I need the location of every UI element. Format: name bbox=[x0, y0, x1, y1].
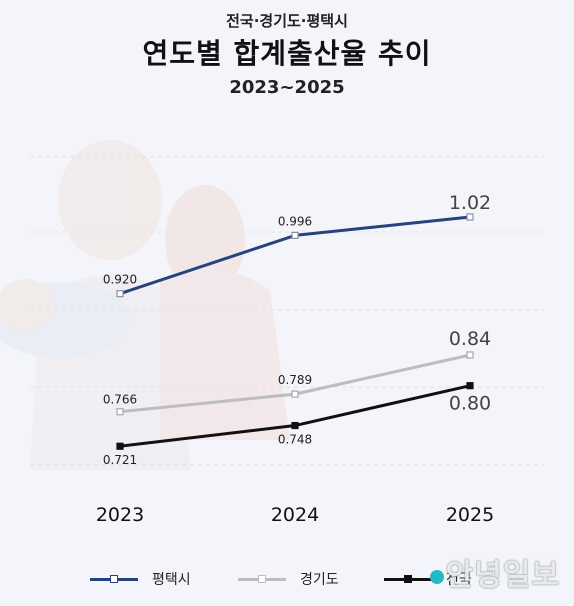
legend-item-gyeonggi: 경기도 bbox=[238, 565, 339, 593]
legend-label-national: 전국 bbox=[446, 572, 472, 588]
legend-item-pyeongtaek: 평택시 bbox=[90, 565, 191, 593]
data-point bbox=[116, 442, 124, 450]
logo-dot-icon bbox=[429, 569, 444, 584]
data-label: 0.721 bbox=[103, 453, 137, 467]
data-point bbox=[466, 213, 474, 221]
data-point bbox=[466, 382, 474, 390]
legend-label-pyeongtaek: 평택시 bbox=[152, 572, 191, 588]
data-label: 0.920 bbox=[103, 273, 137, 287]
legend-marker-icon bbox=[110, 574, 118, 583]
series-1: 0.766 0.789 0.84 bbox=[103, 328, 491, 416]
x-axis-ticks: 2023 2024 2025 bbox=[96, 504, 494, 526]
data-label: 1.02 bbox=[449, 192, 491, 214]
series-0: 0.920 0.996 1.02 bbox=[103, 192, 491, 298]
x-tick-label: 2025 bbox=[446, 504, 494, 526]
chart-period: 2023~2025 bbox=[229, 77, 345, 98]
data-label: 0.789 bbox=[278, 373, 312, 387]
legend-swatch-pyeongtaek bbox=[90, 574, 138, 583]
x-tick-label: 2024 bbox=[271, 504, 319, 526]
legend-swatch-gyeonggi bbox=[238, 574, 286, 583]
legend-marker-icon bbox=[404, 574, 412, 583]
legend-swatch-national bbox=[384, 574, 432, 583]
watermark-logo: 안녕일보 bbox=[429, 550, 560, 594]
x-tick-label: 2023 bbox=[96, 504, 144, 526]
legend-marker-icon bbox=[258, 574, 266, 583]
data-point bbox=[291, 390, 299, 398]
data-point bbox=[291, 231, 299, 239]
gridlines bbox=[30, 156, 544, 466]
data-label: 0.996 bbox=[278, 214, 312, 228]
legend-item-national: 전국 bbox=[384, 565, 472, 593]
data-point bbox=[116, 290, 124, 298]
watermark-text: 안녕일보 bbox=[445, 558, 560, 593]
legend-label-gyeonggi: 경기도 bbox=[300, 572, 339, 588]
data-label: 0.748 bbox=[278, 433, 312, 447]
data-point bbox=[466, 351, 474, 359]
series-layer: 0.9200.9961.020.7660.7890.840.7210.7480.… bbox=[103, 192, 491, 467]
data-label: 0.766 bbox=[103, 393, 137, 407]
family-illustration bbox=[0, 140, 290, 470]
data-label: 0.84 bbox=[449, 328, 491, 350]
series-2: 0.721 0.748 0.80 bbox=[103, 382, 491, 467]
chart-subtitle: 전국·경기도·평택시 bbox=[226, 12, 348, 30]
data-point bbox=[116, 408, 124, 416]
data-label: 0.80 bbox=[449, 393, 491, 415]
chart-title: 연도별 합계출산율 추이 bbox=[142, 37, 432, 70]
legend: 평택시 경기도 전국 bbox=[0, 565, 574, 595]
data-point bbox=[291, 421, 299, 430]
